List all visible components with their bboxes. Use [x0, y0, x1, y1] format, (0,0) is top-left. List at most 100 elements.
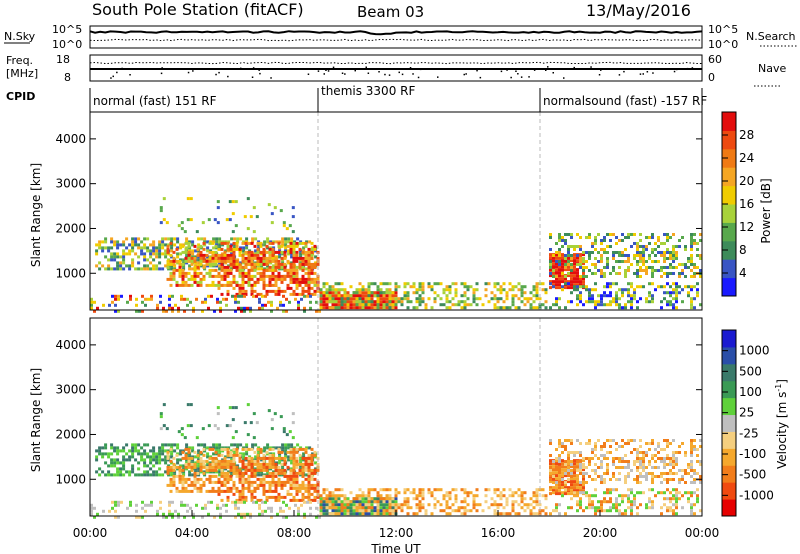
power-cell: [101, 246, 105, 250]
power-cell: [110, 252, 114, 256]
power-cell: [588, 257, 591, 260]
power-cell: [624, 260, 627, 263]
velocity-cell: [155, 470, 159, 474]
velocity-cell: [382, 488, 386, 492]
velocity-cell: [225, 424, 229, 428]
power-cell: [603, 275, 606, 278]
power-cell: [122, 261, 126, 265]
power-cell: [558, 265, 561, 269]
power-cell: [202, 256, 206, 260]
velocity-cell: [633, 448, 636, 451]
velocity-cell: [693, 481, 696, 484]
velocity-cell: [675, 463, 678, 466]
power-cell: [223, 283, 227, 287]
velocity-cell: [382, 497, 386, 501]
power-cell: [388, 294, 392, 298]
velocity-cell: [573, 459, 576, 463]
velocity-cell: [394, 503, 398, 507]
velocity-cell: [131, 443, 135, 447]
power-cell: [693, 275, 696, 278]
power-cell: [193, 280, 197, 284]
velocity-cell: [114, 515, 117, 519]
velocity-cell: [621, 497, 624, 501]
velocity-cell: [358, 512, 362, 516]
power-cell: [651, 236, 654, 239]
velocity-cell: [196, 459, 200, 463]
power-cell: [107, 249, 111, 253]
power-cell: [169, 277, 173, 281]
velocity-cell: [612, 488, 615, 492]
power-cell: [675, 291, 678, 295]
velocity-cell: [361, 503, 365, 507]
power-cell: [424, 306, 428, 310]
power-cell: [394, 282, 398, 286]
power-cell: [277, 241, 281, 245]
power-cell: [609, 303, 612, 307]
power-cell: [119, 243, 123, 247]
power-cell: [214, 268, 218, 272]
power-cell: [597, 260, 600, 263]
power-cell: [274, 268, 278, 272]
power-cell: [618, 272, 621, 275]
velocity-cell: [558, 471, 561, 475]
nave-dot: [327, 70, 330, 72]
velocity-cell: [235, 450, 239, 454]
power-cell: [564, 306, 567, 310]
power-cell: [576, 271, 579, 275]
power-cell: [117, 309, 120, 313]
velocity-cell: [576, 494, 579, 498]
power-cell: [612, 282, 615, 286]
velocity-cell: [445, 503, 449, 507]
velocity-cell: [241, 495, 245, 499]
velocity-cell: [331, 500, 335, 504]
power-cell: [187, 256, 191, 260]
power-cell: [654, 242, 657, 245]
power-cell: [609, 272, 612, 275]
velocity-cell: [624, 442, 627, 445]
power-cell: [212, 246, 216, 250]
velocity-cell: [301, 483, 305, 487]
power-cell: [699, 239, 702, 242]
velocity-cell: [116, 470, 120, 474]
power-cell: [678, 239, 681, 242]
velocity-cell: [165, 515, 168, 519]
power-cell: [298, 277, 302, 281]
velocity-cell: [215, 443, 219, 447]
velocity-cell: [334, 506, 338, 510]
power-cell: [268, 256, 272, 260]
velocity-cell: [609, 506, 612, 510]
power-cell: [187, 277, 191, 281]
nave-dot: [240, 67, 242, 70]
velocity-cell: [265, 498, 269, 502]
velocity-cell: [205, 465, 209, 469]
nave-dot: [409, 67, 412, 69]
velocity-cell: [636, 451, 639, 454]
velocity-cell: [561, 480, 564, 484]
xtick-label: 04:00: [175, 526, 210, 540]
power-cell: [361, 297, 365, 301]
velocity-cell: [669, 457, 672, 460]
power-cell: [603, 239, 606, 242]
power-cell: [603, 248, 606, 251]
velocity-cell: [508, 494, 512, 498]
velocity-cell: [236, 443, 240, 447]
velocity-cell: [388, 503, 392, 507]
power-cell: [193, 265, 197, 269]
velocity-cell: [161, 452, 165, 456]
velocity-cell: [558, 466, 561, 469]
power-cell: [570, 277, 573, 281]
power-cell: [609, 245, 612, 248]
power-cell: [277, 265, 281, 269]
power-cell: [636, 242, 639, 245]
power-cell: [190, 259, 194, 263]
power-cell: [523, 285, 527, 289]
velocity-cell: [295, 483, 299, 487]
velocity-cell: [472, 503, 476, 507]
velocity-cell: [564, 448, 567, 451]
x-axis-label: Time UT: [370, 542, 421, 554]
power-cell: [352, 297, 356, 301]
power-cell: [253, 265, 257, 269]
velocity-cell: [292, 474, 296, 478]
power-cell: [567, 233, 570, 236]
power-cell: [502, 306, 506, 310]
